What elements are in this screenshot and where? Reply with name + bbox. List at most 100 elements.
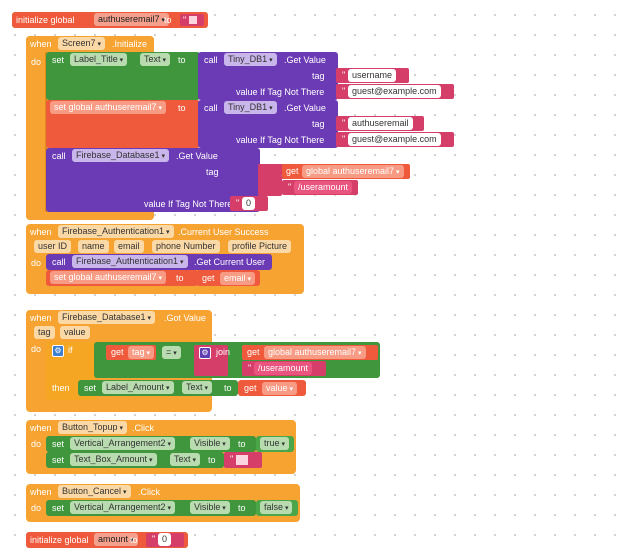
click-event-label: .Click bbox=[132, 423, 154, 433]
string-authuseremail-field[interactable]: authuseremail bbox=[348, 117, 413, 130]
if-then-block[interactable]: ⚙ if then bbox=[46, 342, 96, 400]
empty-string-block[interactable]: " bbox=[224, 452, 262, 468]
string-useramount-block[interactable]: " /useramount bbox=[282, 180, 358, 195]
vertical-arrangement2-dropdown[interactable]: Vertical_Arrangement2 bbox=[70, 437, 176, 450]
when-label: when bbox=[30, 227, 52, 237]
text-property-dropdown[interactable]: Text bbox=[182, 381, 212, 394]
set-label-amount-text-block[interactable]: set Label_Amount Text to bbox=[78, 380, 238, 396]
tinydb1-dropdown[interactable]: Tiny_DB1 bbox=[224, 101, 277, 114]
tag-label: tag bbox=[312, 71, 325, 81]
get-email-block[interactable]: get email bbox=[196, 270, 260, 286]
value-var-dropdown[interactable]: value bbox=[262, 382, 297, 395]
global-name-amount[interactable]: amount bbox=[94, 533, 138, 546]
firebase-authentication1-dropdown[interactable]: Firebase_Authentication1 bbox=[58, 225, 174, 238]
empty-string-block[interactable]: " bbox=[180, 14, 204, 26]
set-label-title-text-block[interactable]: set Label_Title Text to bbox=[46, 52, 200, 100]
string-zero-block[interactable]: " 0 bbox=[146, 533, 184, 547]
get-global-authuseremail7-block[interactable]: get global authuseremail7 bbox=[282, 164, 410, 179]
firebase-database1-dropdown[interactable]: Firebase_Database1 bbox=[58, 311, 156, 324]
set-global-dropdown[interactable]: set global authuseremail7 bbox=[50, 101, 167, 114]
false-boolean-block[interactable]: false bbox=[256, 500, 298, 516]
global-var-dropdown[interactable]: global authuseremail7 bbox=[302, 165, 404, 178]
vertical-arrangement2-dropdown[interactable]: Vertical_Arrangement2 bbox=[70, 501, 176, 514]
string-zero-field[interactable]: 0 bbox=[158, 533, 172, 546]
init-global-amount-block[interactable]: initialize global amount to " 0 bbox=[26, 532, 188, 548]
tag-label: tag bbox=[312, 119, 325, 129]
string-useramount-field[interactable]: /useramount bbox=[294, 181, 353, 194]
firebase-database1-dropdown[interactable]: Firebase_Database1 bbox=[72, 149, 170, 162]
get-tag-block[interactable]: get tag bbox=[106, 345, 156, 360]
string-default-email-field[interactable]: guest@example.com bbox=[348, 85, 441, 98]
do-label: do bbox=[31, 258, 42, 268]
screen7-component-dropdown[interactable]: Screen7 bbox=[58, 37, 105, 50]
gear-icon[interactable]: ⚙ bbox=[199, 347, 211, 359]
button-cancel-dropdown[interactable]: Button_Cancel bbox=[58, 485, 131, 498]
set-label: set bbox=[52, 439, 65, 449]
equals-operator-dropdown[interactable]: = bbox=[162, 346, 181, 359]
get-value-block[interactable]: get value bbox=[238, 380, 306, 396]
param-name[interactable]: name bbox=[78, 240, 109, 253]
visible-property-dropdown[interactable]: Visible bbox=[190, 501, 230, 514]
global-name-authuseremail7[interactable]: authuseremail7 bbox=[94, 13, 170, 26]
string-default-email-block-2[interactable]: " guest@example.com bbox=[336, 132, 454, 147]
compare-equals-block[interactable]: get tag = ⚙ join get global authuseremai… bbox=[94, 342, 380, 378]
tag-label: tag bbox=[206, 167, 219, 177]
tinydb1-getvalue-call-2[interactable]: call Tiny_DB1 .Get Value tag value If Ta… bbox=[198, 100, 338, 148]
string-useramount-block[interactable]: " /useramount bbox=[242, 361, 326, 376]
false-dropdown[interactable]: false bbox=[260, 501, 293, 514]
set-text-box-amount-text-block[interactable]: set Text_Box_Amount Text to bbox=[46, 452, 224, 468]
string-zero-block[interactable]: " 0 bbox=[230, 196, 268, 211]
set-vertical-arrangement2-visible-true[interactable]: set Vertical_Arrangement2 Visible to bbox=[46, 436, 256, 452]
get-label: get bbox=[202, 273, 215, 283]
set-global-dropdown[interactable]: set global authuseremail7 bbox=[50, 271, 167, 284]
param-phone-number[interactable]: phone Number bbox=[152, 240, 220, 253]
string-username-block[interactable]: " username bbox=[336, 68, 409, 83]
label-title-dropdown[interactable]: Label_Title bbox=[70, 53, 128, 66]
set-global-authuseremail7-block[interactable]: set global authuseremail7 to bbox=[46, 100, 200, 148]
param-user-id[interactable]: user ID bbox=[34, 240, 72, 253]
param-profile-picture[interactable]: profile Picture bbox=[228, 240, 292, 253]
firebase-database-getvalue-call[interactable]: call Firebase_Database1 .Get Value tag v… bbox=[46, 148, 260, 212]
true-dropdown[interactable]: true bbox=[260, 437, 289, 450]
string-authuseremail-block[interactable]: " authuseremail bbox=[336, 116, 424, 131]
quote-open-icon: " bbox=[248, 363, 252, 373]
visible-property-dropdown[interactable]: Visible bbox=[190, 437, 230, 450]
button-topup-dropdown[interactable]: Button_Topup bbox=[58, 421, 128, 434]
tag-var-dropdown[interactable]: tag bbox=[128, 346, 154, 359]
call-get-current-user-block[interactable]: call Firebase_Authentication1 .Get Curre… bbox=[46, 254, 272, 270]
text-property-dropdown[interactable]: Text bbox=[140, 53, 170, 66]
tinydb1-getvalue-call-1[interactable]: call Tiny_DB1 .Get Value tag value If Ta… bbox=[198, 52, 338, 100]
gear-icon[interactable]: ⚙ bbox=[52, 345, 64, 357]
do-label: do bbox=[31, 503, 42, 513]
param-email[interactable]: email bbox=[114, 240, 144, 253]
quote-open-icon: " bbox=[342, 134, 346, 144]
global-var-dropdown[interactable]: global authuseremail7 bbox=[264, 346, 366, 359]
value-if-tag-not-there-label: value If Tag Not There bbox=[236, 87, 325, 97]
quote-open-icon: " bbox=[288, 182, 292, 192]
tinydb1-dropdown[interactable]: Tiny_DB1 bbox=[224, 53, 277, 66]
empty-text-field[interactable] bbox=[189, 16, 197, 24]
string-useramount-field[interactable]: /useramount bbox=[254, 362, 313, 375]
param-tag[interactable]: tag bbox=[34, 326, 55, 339]
text-box-amount-dropdown[interactable]: Text_Box_Amount bbox=[70, 453, 157, 466]
to-label: to bbox=[164, 15, 172, 25]
do-label: do bbox=[31, 57, 42, 67]
string-zero-field[interactable]: 0 bbox=[242, 197, 256, 210]
param-value[interactable]: value bbox=[60, 326, 90, 339]
set-vertical-arrangement2-visible-false[interactable]: set Vertical_Arrangement2 Visible to bbox=[46, 500, 256, 516]
true-boolean-block[interactable]: true bbox=[256, 436, 294, 452]
get-global-authuseremail7-block[interactable]: get global authuseremail7 bbox=[242, 345, 378, 360]
text-property-dropdown[interactable]: Text bbox=[170, 453, 200, 466]
string-username-field[interactable]: username bbox=[348, 69, 397, 82]
when-label: when bbox=[30, 313, 52, 323]
email-var-dropdown[interactable]: email bbox=[220, 272, 255, 285]
firebase-authentication1-dropdown[interactable]: Firebase_Authentication1 bbox=[72, 255, 188, 268]
set-global-email-from-auth[interactable]: set global authuseremail7 to bbox=[46, 270, 198, 286]
string-default-email-field[interactable]: guest@example.com bbox=[348, 133, 441, 146]
empty-text-field[interactable] bbox=[236, 455, 248, 465]
init-global-authuseremail7-block[interactable]: initialize global authuseremail7 to " bbox=[12, 12, 208, 28]
join-block[interactable]: ⚙ join bbox=[194, 345, 230, 376]
label-amount-dropdown[interactable]: Label_Amount bbox=[102, 381, 174, 394]
quote-open-icon: " bbox=[183, 15, 187, 25]
string-default-email-block[interactable]: " guest@example.com bbox=[336, 84, 454, 99]
